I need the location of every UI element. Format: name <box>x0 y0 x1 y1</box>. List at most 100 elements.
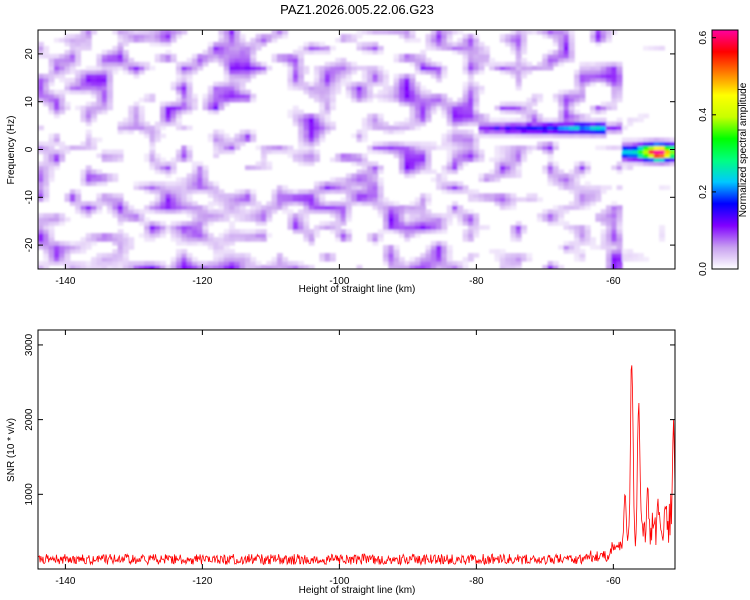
heatmap-cell <box>207 233 214 238</box>
heatmap-cell <box>467 117 474 123</box>
heatmap-cell <box>101 157 108 163</box>
heatmap-cell <box>547 33 554 39</box>
heatmap-cell <box>430 37 437 43</box>
heatmap-cell <box>101 57 108 63</box>
heatmap-cell <box>213 133 220 139</box>
heatmap-cell <box>165 30 172 35</box>
heatmap-cell <box>574 257 581 262</box>
heatmap-cell <box>515 225 522 230</box>
heatmap-cell <box>441 245 448 250</box>
heatmap-cell <box>552 213 559 218</box>
heatmap-cell <box>144 125 151 131</box>
heatmap-cell <box>69 145 76 151</box>
heatmap-cell <box>446 113 453 119</box>
heatmap-cell <box>361 177 368 182</box>
heatmap-cell <box>245 237 251 242</box>
heatmap-cell <box>160 181 166 186</box>
heatmap-cell <box>207 85 214 91</box>
heatmap-cell <box>234 45 241 51</box>
heatmap-cell <box>191 261 198 266</box>
heatmap-cell <box>38 221 44 226</box>
heatmap-cell <box>324 101 331 107</box>
heatmap-cell <box>181 85 188 91</box>
heatmap-cell <box>340 57 347 63</box>
heatmap-cell <box>494 197 501 202</box>
heatmap-cell <box>107 233 113 238</box>
heatmap-cell <box>425 117 432 123</box>
heatmap-cell <box>574 181 581 186</box>
heatmap-cell <box>176 265 182 269</box>
heatmap-cell <box>181 157 188 163</box>
heatmap-cell <box>425 229 432 234</box>
heatmap-cell <box>398 33 405 39</box>
heatmap-cell <box>160 189 166 194</box>
heatmap-cell <box>547 57 554 63</box>
heatmap-cell <box>563 45 570 51</box>
heatmap-cell <box>404 53 411 59</box>
heatmap-cell <box>335 77 342 83</box>
heatmap-cell <box>558 45 565 51</box>
heatmap-cell <box>574 69 581 75</box>
heatmap-cell <box>436 61 443 67</box>
heatmap-cell <box>335 229 342 234</box>
heatmap-cell <box>96 53 103 59</box>
heatmap-cell <box>107 77 113 83</box>
heatmap-cell <box>605 261 612 266</box>
heatmap-cell <box>414 85 421 91</box>
heatmap-cell <box>181 205 188 210</box>
heatmap-cell <box>505 205 512 210</box>
heatmap-cell <box>229 69 236 75</box>
heatmap-cell <box>218 145 225 151</box>
heatmap-cell <box>356 133 363 139</box>
heatmap-cell <box>515 73 522 79</box>
heatmap-cell <box>298 213 305 218</box>
heatmap-cell <box>627 141 634 147</box>
heatmap-cell <box>181 209 188 214</box>
heatmap-cell <box>144 121 151 127</box>
heatmap-cell <box>521 105 527 111</box>
heatmap-cell <box>223 101 230 107</box>
heatmap-cell <box>616 261 623 266</box>
heatmap-cell <box>197 229 204 234</box>
heatmap-cell <box>112 261 119 266</box>
heatmap-cell <box>218 89 225 95</box>
heatmap-cell <box>213 57 220 63</box>
heatmap-cell <box>452 141 458 147</box>
heatmap-cell <box>398 161 405 167</box>
heatmap-cell <box>568 113 575 119</box>
heatmap-cell <box>531 197 538 202</box>
heatmap-cell <box>340 197 347 202</box>
heatmap-cell <box>515 133 522 139</box>
heatmap-cell <box>552 265 559 269</box>
heatmap-cell <box>452 121 458 127</box>
heatmap-cell <box>303 69 310 75</box>
heatmap-cell <box>282 61 289 67</box>
heatmap-cell <box>176 61 182 67</box>
heatmap-cell <box>595 197 602 202</box>
heatmap-cell <box>75 205 82 210</box>
heatmap-cell <box>367 97 374 103</box>
heatmap-cell <box>59 61 66 67</box>
heatmap-cell <box>462 85 469 91</box>
heatmap-cell <box>298 129 305 135</box>
heatmap-cell <box>308 229 315 234</box>
heatmap-cell <box>234 73 241 79</box>
heatmap-cell <box>351 89 358 95</box>
heatmap-cell <box>176 93 182 99</box>
heatmap-cell <box>38 93 44 99</box>
heatmap-cell <box>425 45 432 51</box>
heatmap-cell <box>239 205 246 210</box>
heatmap-cell <box>308 153 315 159</box>
heatmap-cell <box>383 93 389 99</box>
heatmap-cell <box>229 65 236 71</box>
heatmap-cell <box>112 57 119 63</box>
heatmap-cell <box>383 205 389 210</box>
heatmap-cell <box>229 261 236 266</box>
heatmap-cell <box>499 69 506 75</box>
heatmap-cell <box>510 30 517 35</box>
heatmap-cell <box>144 237 151 242</box>
heatmap-cell <box>91 205 97 210</box>
heatmap-cell <box>643 145 650 151</box>
heatmap-cell <box>202 101 209 107</box>
heatmap-cell <box>43 265 50 269</box>
